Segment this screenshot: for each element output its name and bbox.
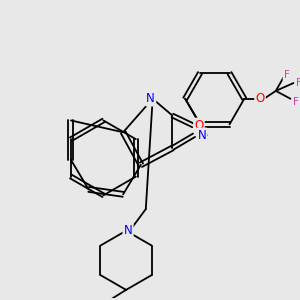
Text: N: N [198,129,206,142]
Text: N: N [124,224,132,237]
Text: F: F [292,97,298,107]
Text: O: O [255,92,265,105]
Text: N: N [146,92,155,105]
Text: F: F [296,78,300,88]
Text: O: O [194,119,204,132]
Text: F: F [284,70,290,80]
